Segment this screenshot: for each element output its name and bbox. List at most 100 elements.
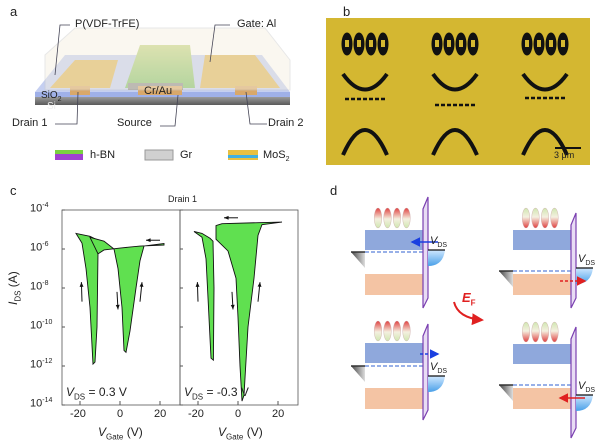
vds-label: VDS <box>578 253 596 268</box>
valence-band <box>513 274 571 295</box>
ferroelectric-dipole <box>522 321 531 343</box>
drain-electrode-states <box>428 250 445 266</box>
ferroelectric-dipole <box>522 207 531 229</box>
ferroelectric-barrier <box>422 196 429 309</box>
gate-center <box>125 45 195 88</box>
vds-label: VDS <box>430 361 448 376</box>
band-diagram-state-1 <box>351 196 445 309</box>
arrow-head <box>230 304 235 310</box>
contact-triangle <box>499 271 513 287</box>
arrow-head <box>257 282 262 287</box>
arrow-head <box>146 238 151 243</box>
drain-electrode-states <box>576 395 593 411</box>
smile-arc <box>431 72 479 92</box>
y-tick-label: 10-6 <box>30 241 49 254</box>
legend-hbn: h-BN <box>90 149 116 161</box>
panel-label-b: b <box>343 4 351 19</box>
ef-shift-arrow <box>453 301 484 326</box>
legend-gr-swatch <box>144 149 174 161</box>
si-substrate <box>35 97 290 105</box>
hysteresis-right-loop <box>89 236 165 354</box>
drain1-contact <box>70 86 90 95</box>
contact-triangle <box>351 252 365 268</box>
ferroelectric-dipole <box>374 320 383 342</box>
ferroelectric-dipole <box>402 320 411 342</box>
chart-title: Drain 1 <box>168 194 198 204</box>
label-source: Source <box>117 117 152 129</box>
arrow-head <box>224 215 229 220</box>
electrode-pattern <box>341 32 569 156</box>
x-tick-label: 0 <box>235 408 242 420</box>
x-tick-label: -20 <box>188 408 204 420</box>
panel-label-d: d <box>330 183 338 198</box>
x-tick-label: 20 <box>272 408 285 420</box>
ferroelectric-dipole <box>550 321 559 343</box>
label-cr-au: Cr/Au <box>144 85 173 97</box>
legend-mos2: MoS2 <box>263 149 290 164</box>
label-si: Si <box>47 101 56 112</box>
y-tick-label: 10-14 <box>30 397 53 410</box>
arch-arc <box>431 128 479 156</box>
ferroelectric-dipole <box>383 207 392 229</box>
conduction-band <box>365 230 423 250</box>
arrow-head <box>139 282 144 287</box>
vds-label: VDS <box>578 380 596 395</box>
smile-arc <box>341 72 389 92</box>
arrow-head <box>115 304 120 310</box>
ferroelectric-dipole <box>393 320 402 342</box>
band-diagram-state-3 <box>351 320 445 421</box>
label-drain1: Drain 1 <box>12 117 48 129</box>
arch-arc <box>341 128 389 156</box>
legend-gr: Gr <box>180 149 193 161</box>
vds-label: VDS <box>430 235 448 250</box>
valence-band <box>365 274 423 295</box>
valence-band <box>513 388 571 409</box>
label-drain2: Drain 2 <box>268 117 304 129</box>
ferroelectric-dipole <box>383 320 392 342</box>
drain2-contact <box>235 86 257 95</box>
y-tick-label: 10-8 <box>30 280 49 293</box>
ferroelectric-dipole <box>374 207 383 229</box>
ferroelectric-barrier <box>570 212 577 309</box>
band-diagram-state-2 <box>499 207 593 309</box>
x-tick-label: 0 <box>117 408 124 420</box>
ferroelectric-dipole <box>541 321 550 343</box>
arrow-head <box>195 282 200 287</box>
x-tick-label: -20 <box>70 408 86 420</box>
label-sio2: SiO2 <box>41 90 62 103</box>
valence-band <box>365 388 423 409</box>
drain-electrode-states <box>428 376 445 392</box>
arrow-head <box>79 282 84 287</box>
annotation-vds-left: VDS = 0.3 V <box>66 385 127 402</box>
contact-triangle <box>351 366 365 382</box>
conduction-band <box>513 230 571 250</box>
y-tick-label: 10-10 <box>30 319 53 332</box>
ef-label: EF <box>462 290 476 308</box>
x-tick-label: 20 <box>154 408 167 420</box>
drain-electrode-states <box>576 268 593 284</box>
ferroelectric-dipole <box>541 207 550 229</box>
plot-frame <box>179 209 299 406</box>
pvdf-trfe-layer <box>44 27 291 91</box>
hysteresis-right-loop <box>215 221 283 402</box>
x-axis-label-left: VGate (V) <box>98 425 143 442</box>
mos2-left <box>50 60 118 88</box>
x-axis-label-right: VGate (V) <box>218 425 263 442</box>
legend-hbn-swatch <box>55 150 83 160</box>
conduction-band <box>365 343 423 363</box>
arch-arc <box>521 128 569 156</box>
scale-bar <box>555 147 581 149</box>
y-tick-label: 10-4 <box>30 202 49 215</box>
y-tick-label: 10-12 <box>30 358 53 371</box>
legend-mos2-swatch <box>228 150 258 160</box>
ferroelectric-dipole <box>393 207 402 229</box>
smile-arc <box>521 72 569 92</box>
ferroelectric-barrier <box>422 323 429 421</box>
conduction-band <box>513 344 571 364</box>
annotation-vds-right: VDS = -0.3 V <box>184 385 249 402</box>
